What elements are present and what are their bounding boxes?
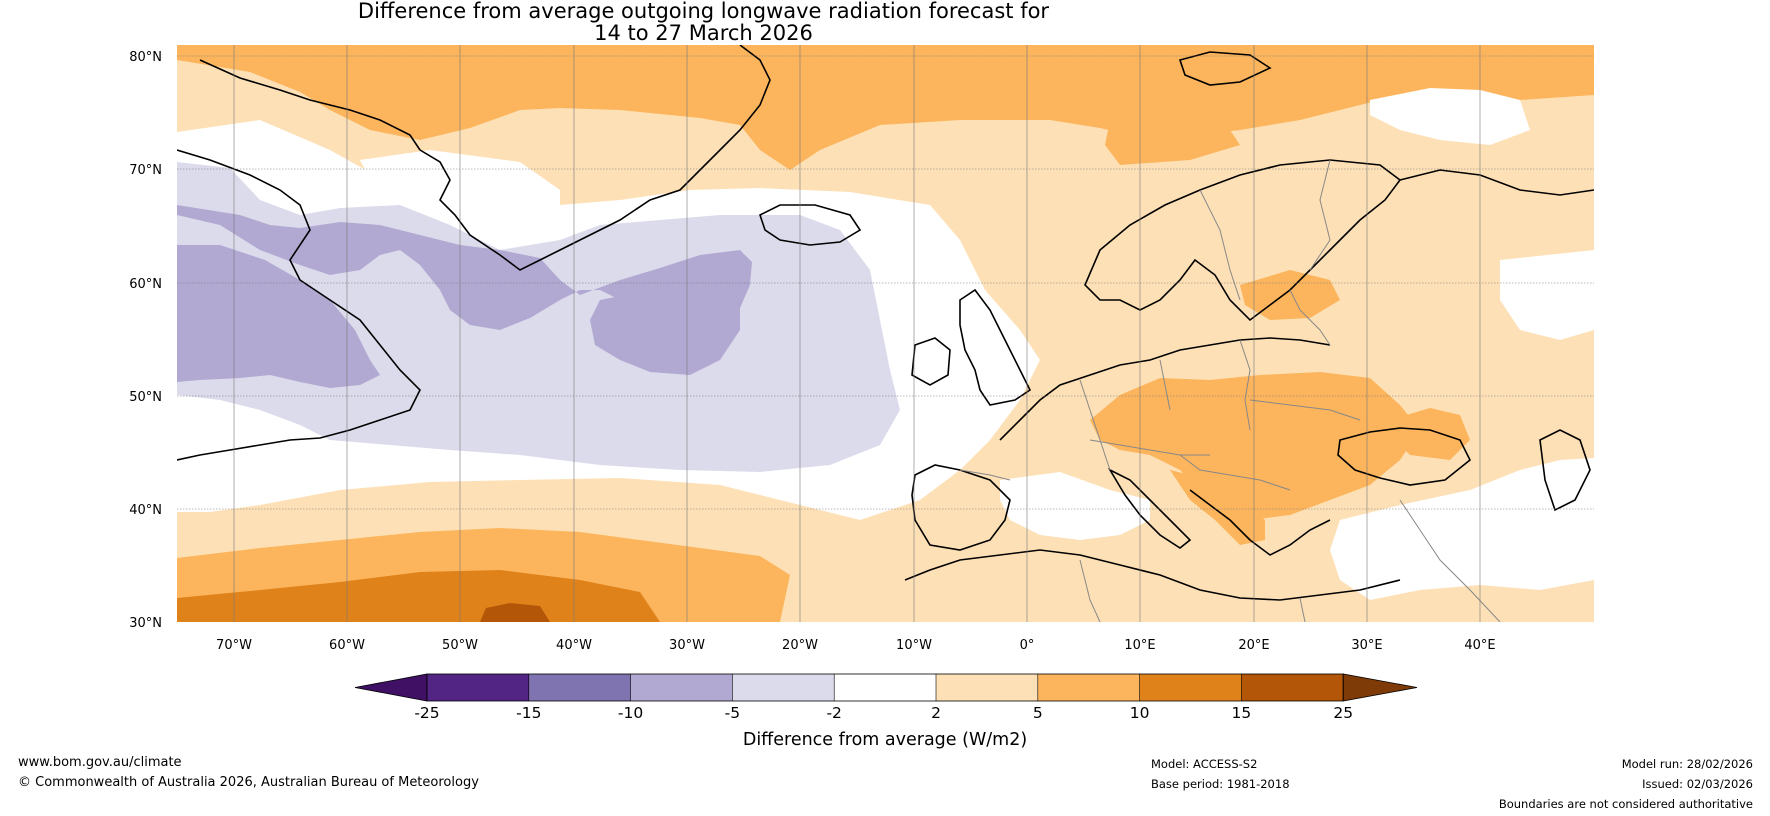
anomaly-region-russia-neutral	[1500, 250, 1594, 340]
lat-label: 50°N	[129, 390, 162, 405]
border-balkans	[1179, 454, 1291, 491]
border-spain-france	[959, 469, 1011, 481]
lon-label: 30°W	[669, 638, 705, 653]
coastline-canada-east	[177, 149, 421, 461]
colorbar-extend-max	[1342, 673, 1418, 702]
colorbar-tick-label: -2	[826, 704, 841, 722]
lat-label: 80°N	[129, 50, 162, 65]
boundary-disclaimer: Boundaries are not considered authoritat…	[1498, 797, 1753, 811]
border-germany-poland	[1159, 359, 1171, 411]
anomaly-region-central-europe-orange	[1090, 372, 1420, 520]
anomaly-region-subtropic-brown	[480, 603, 550, 622]
lon-label: 40°W	[556, 638, 592, 653]
border-russia-baltics	[1289, 289, 1331, 346]
coastline-black-sea	[1337, 427, 1472, 486]
border-alps	[1089, 439, 1210, 456]
border-ukraine	[1249, 399, 1361, 421]
border-north-africa	[1079, 559, 1101, 622]
anomaly-region-svalbard-orange	[1105, 118, 1240, 165]
colorbar-tick-label: 15	[1232, 704, 1252, 722]
colorbar-tick-label: 25	[1333, 704, 1353, 722]
lat-label: 60°N	[129, 277, 162, 292]
coastlines	[177, 45, 1594, 601]
colorbar-segment	[834, 674, 936, 701]
coastline-iberia	[911, 464, 1011, 551]
coastline-greenland	[419, 45, 771, 271]
base-period: Base period: 1981-2018	[1151, 777, 1290, 791]
colorbar-tick-label: 10	[1130, 704, 1150, 722]
lon-axis-labels: 70°W 60°W 50°W 40°W 30°W 20°W 10°W 0° 10°E 20°E 30…	[216, 638, 1496, 653]
lon-label: 50°W	[442, 638, 478, 653]
border-libya-egypt	[1299, 597, 1306, 622]
lat-axis-labels: 80°N 70°N 60°N 50°N 40°N 30°N	[129, 50, 162, 631]
coastline-scandinavia	[1084, 159, 1402, 322]
coastline-russia-arctic	[1399, 169, 1594, 196]
coastline-ireland	[911, 337, 951, 386]
anomaly-region-arctic-neutral	[1370, 88, 1530, 145]
lon-label: 70°W	[216, 638, 252, 653]
lon-label: 10°W	[896, 638, 932, 653]
coastline-british-isles	[959, 288, 1032, 406]
colorbar-label: Difference from average (W/m2)	[743, 730, 1027, 750]
gridlines	[177, 55, 1594, 510]
lon-label: 30°E	[1351, 638, 1382, 653]
anomaly-region-midatlantic-lilac	[590, 288, 740, 375]
lon-label: 60°W	[329, 638, 365, 653]
lon-label: 10°E	[1124, 638, 1155, 653]
colorbar-segment	[1139, 674, 1242, 701]
colorbar-extend-min	[354, 673, 428, 702]
anomaly-region-mediterranean-neutral	[1000, 472, 1150, 540]
map-title: Difference from average outgoing longwav…	[0, 0, 1407, 44]
colorbar-segment	[1241, 674, 1344, 701]
colorbar-tick-label: -5	[725, 704, 740, 722]
colorbar-segment	[936, 674, 1038, 701]
anomaly-fill-layer	[177, 45, 1594, 622]
colorbar-segment	[1037, 674, 1140, 701]
lon-label: 0°	[1020, 638, 1035, 653]
colorbar-tick-label: 5	[1033, 704, 1043, 722]
colorbar-segment	[528, 674, 631, 701]
border-france-germany	[1079, 379, 1111, 471]
anomaly-region-labrador-lilac	[177, 205, 752, 330]
anomaly-region-middle-east-neutral	[1330, 458, 1594, 600]
border-finland-russia	[1309, 159, 1331, 271]
meridians	[233, 45, 1481, 622]
colorbar-segment	[630, 674, 733, 701]
issued-date: Issued: 02/03/2026	[1642, 777, 1753, 791]
coastline-caspian	[1539, 429, 1591, 512]
lon-label: 40°E	[1464, 638, 1495, 653]
anomaly-region-atlantic-lilac	[177, 245, 380, 388]
coastline-balkans-greece	[1189, 489, 1331, 556]
border-poland-east	[1239, 339, 1251, 431]
anomaly-region-scandinavia-orange	[1240, 270, 1340, 320]
coastline-europe-north	[999, 337, 1331, 441]
anomaly-region-caucasus-orange	[1390, 408, 1470, 460]
colorbar-tick-label: -15	[516, 704, 541, 722]
title-line-2: 14 to 27 March 2026	[594, 21, 813, 45]
website-link[interactable]: www.bom.gov.au/climate	[18, 755, 182, 770]
lon-label: 20°E	[1238, 638, 1269, 653]
copyright-notice: © Commonwealth of Australia 2026, Austra…	[18, 775, 479, 790]
colorbar-tick-label: -10	[618, 704, 643, 722]
colorbar-tick-label: -25	[414, 704, 439, 722]
lat-label: 40°N	[129, 503, 162, 518]
border-scandinavia	[1199, 189, 1241, 301]
anomaly-region-balkans-orange	[1170, 470, 1265, 545]
model-run-date: Model run: 28/02/2026	[1621, 757, 1753, 771]
lat-label: 30°N	[129, 616, 162, 631]
anomaly-region-arctic-orange	[177, 45, 1594, 170]
colorbar: -25 -15 -10 -5 -2 2 5 10 15 25	[354, 673, 1418, 722]
colorbar-tick-label: 2	[931, 704, 941, 722]
coastline-iceland	[759, 204, 862, 246]
title-line-1: Difference from average outgoing longwav…	[357, 0, 1050, 23]
colorbar-segment	[427, 674, 529, 701]
colorbar-segment	[732, 674, 835, 701]
coastline-greenland-west	[199, 59, 421, 151]
model-name: Model: ACCESS-S2	[1151, 757, 1258, 771]
lon-label: 20°W	[782, 638, 818, 653]
coastline-svalbard	[1178, 51, 1272, 86]
lat-label: 70°N	[129, 163, 162, 178]
